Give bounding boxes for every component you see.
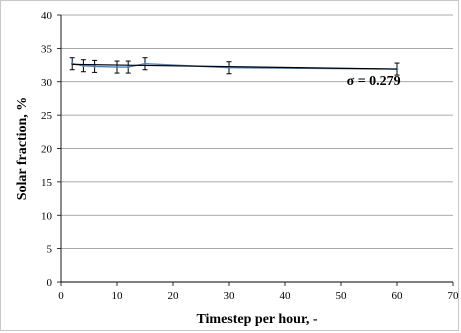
y-tick-label-40: 40 (41, 10, 53, 22)
sigma-annotation: σ = 0.279 (347, 74, 401, 89)
y-axis-label: Solar fraction, % (15, 97, 30, 201)
y-tick-label-0: 0 (47, 277, 53, 289)
x-tick-label-50: 50 (336, 290, 348, 302)
data-point-4 (126, 65, 130, 69)
x-tick-label-20: 20 (168, 290, 180, 302)
y-tick-label-20: 20 (41, 144, 53, 156)
x-tick-labels: 0 10 20 30 40 50 60 70 (58, 290, 459, 302)
x-tick-label-60: 60 (392, 290, 404, 302)
gridlines (61, 14, 453, 250)
x-tick-label-10: 10 (112, 290, 124, 302)
y-tick-label-15: 15 (41, 177, 53, 189)
y-tick-label-10: 10 (41, 210, 53, 222)
data-point-3 (115, 65, 119, 69)
y-tick-label-25: 25 (41, 110, 53, 122)
y-tick-label-5: 5 (47, 244, 53, 256)
data-point-5 (143, 62, 147, 66)
y-tick-label-35: 35 (41, 43, 53, 55)
data-series (69, 57, 400, 76)
y-tick-label-30: 30 (41, 77, 53, 89)
y-tick-labels: 0 5 10 15 20 25 30 35 40 (41, 10, 53, 289)
x-axis-label: Timestep per hour, - (196, 312, 317, 327)
data-point-2 (93, 65, 96, 68)
x-tick-label-40: 40 (280, 290, 292, 302)
x-tick-label-0: 0 (58, 290, 64, 302)
series-line-0 (72, 63, 398, 70)
x-tick-label-70: 70 (448, 290, 460, 302)
x-tick-label-30: 30 (224, 290, 236, 302)
axes (57, 14, 454, 286)
trendline (72, 63, 398, 70)
